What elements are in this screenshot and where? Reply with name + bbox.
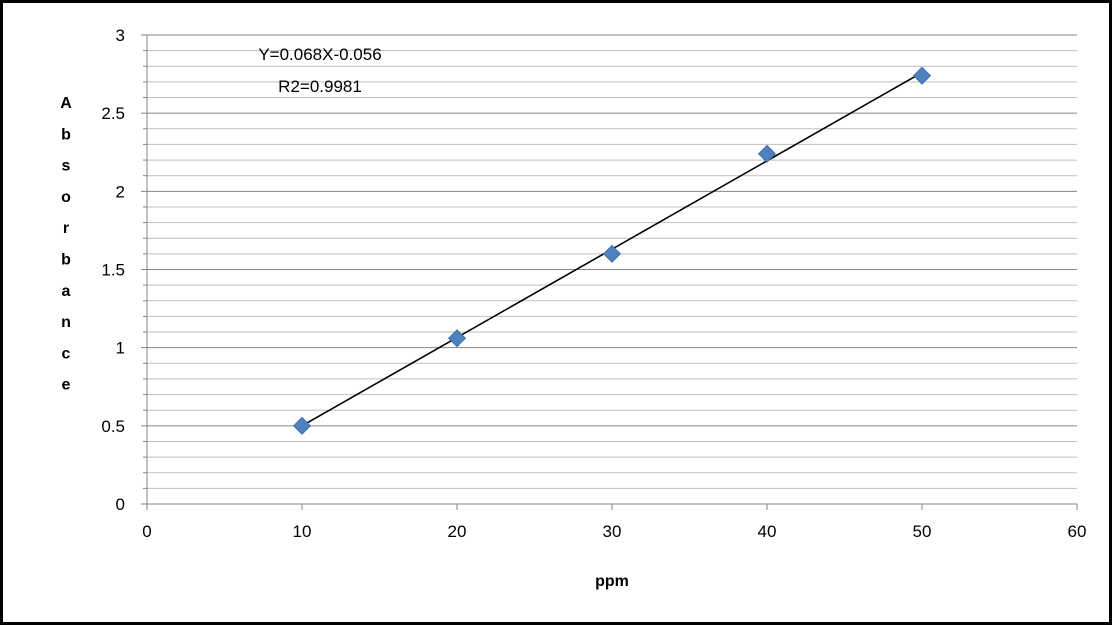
x-tick-label: 60 — [1068, 522, 1087, 541]
y-tick-label: 0 — [116, 495, 125, 514]
x-tick-label: 20 — [448, 522, 467, 541]
y-axis-title-letter: s — [62, 158, 71, 175]
y-tick-label: 2.5 — [101, 104, 125, 123]
x-tick-label: 30 — [603, 522, 622, 541]
data-point-marker — [912, 66, 932, 85]
y-tick-label: 1.5 — [101, 261, 125, 280]
y-axis-title-letter: c — [62, 345, 71, 362]
gridlines — [147, 34, 1077, 489]
y-tick-label: 1 — [116, 339, 125, 358]
y-axis-title-letter: r — [63, 220, 69, 237]
x-axis-title: ppm — [595, 573, 629, 590]
data-point-marker — [447, 329, 467, 348]
data-point-marker — [757, 144, 777, 163]
x-tick-label: 10 — [293, 522, 312, 541]
tick-labels: 00.511.522.530 10 20 30 40 50 60 — [101, 26, 1086, 541]
y-axis-title-letter: a — [62, 283, 71, 300]
data-point-marker — [602, 244, 622, 263]
y-axis-title-letter: e — [62, 377, 71, 394]
data-points — [292, 66, 932, 435]
y-tick-label: 0.5 — [101, 417, 125, 436]
y-tick-label: 3 — [116, 26, 125, 45]
y-tick-label: 2 — [116, 182, 125, 201]
data-point-marker — [292, 416, 312, 435]
equation-annotation: Y=0.068X-0.056 — [258, 45, 381, 64]
x-tick-label: 40 — [758, 522, 777, 541]
y-axis-title-letter: o — [61, 189, 71, 206]
x-tick-label: 0 — [142, 522, 151, 541]
y-axis-title-letter: b — [61, 252, 71, 269]
axes — [141, 34, 1078, 510]
y-axis-title-letter: A — [60, 95, 72, 112]
y-axis-title-letter: n — [61, 314, 71, 331]
x-tick-label: 50 — [913, 522, 932, 541]
y-axis-title-letter: b — [61, 126, 71, 143]
r2-annotation: R2=0.9981 — [278, 77, 362, 96]
